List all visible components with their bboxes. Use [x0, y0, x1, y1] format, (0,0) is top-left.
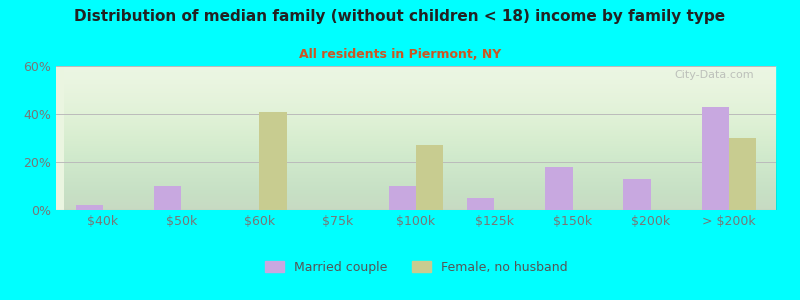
- Bar: [75, 205, 103, 210]
- Text: All residents in Piermont, NY: All residents in Piermont, NY: [299, 48, 501, 61]
- Bar: [702, 107, 729, 210]
- Bar: [389, 186, 416, 210]
- Bar: [416, 145, 443, 210]
- Bar: [623, 179, 650, 210]
- Bar: [467, 198, 494, 210]
- Text: Distribution of median family (without children < 18) income by family type: Distribution of median family (without c…: [74, 9, 726, 24]
- Bar: [259, 112, 287, 210]
- Text: City-Data.com: City-Data.com: [674, 70, 754, 80]
- Bar: [545, 167, 573, 210]
- Legend: Married couple, Female, no husband: Married couple, Female, no husband: [260, 256, 572, 279]
- Bar: [154, 186, 182, 210]
- Bar: [729, 138, 757, 210]
